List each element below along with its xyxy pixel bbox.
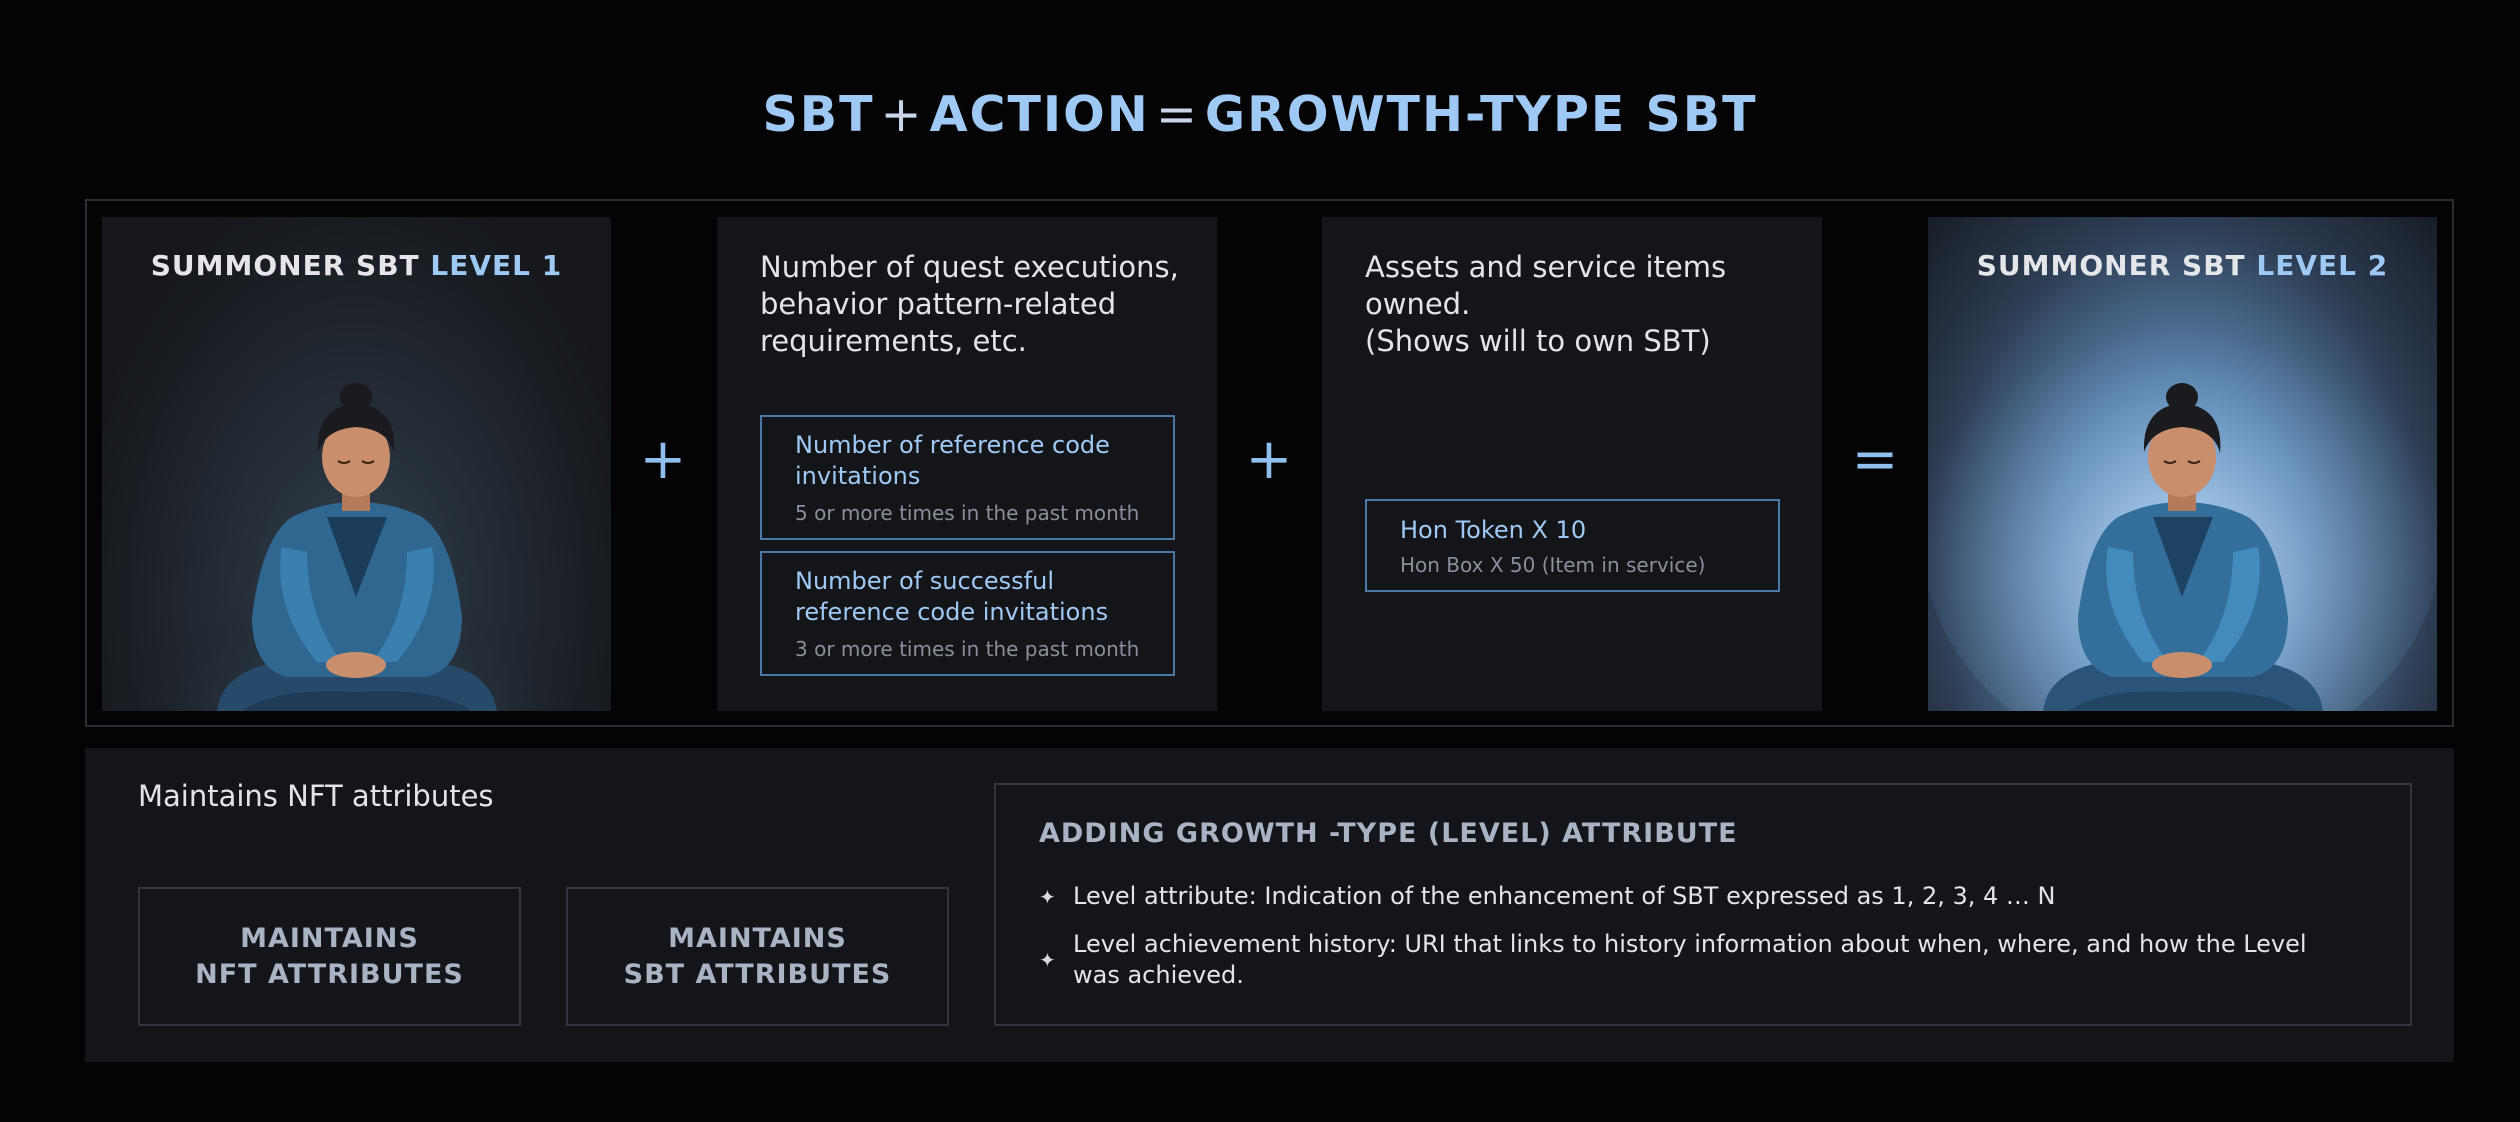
hon-token-title: Hon Token X 10: [1400, 516, 1587, 544]
successful-invitations-title: Number of successful reference code invi…: [795, 567, 1109, 626]
sbt-box-line2: SBT ATTRIBUTES: [623, 958, 892, 990]
maintains-sbt-attributes-box: MAINTAINS SBT ATTRIBUTES: [566, 887, 949, 1026]
sparkle-icon: ✦: [1039, 948, 1056, 972]
assets-description-line2: (Shows will to own SBT): [1365, 324, 1711, 358]
quest-description: Number of quest executions, behavior pat…: [760, 250, 1179, 358]
attributes-panel: Maintains NFT attributes MAINTAINS NFT A…: [85, 748, 2454, 1062]
nft-box-line1: MAINTAINS: [240, 922, 419, 954]
level1-title-level: LEVEL 1: [430, 249, 563, 282]
maintains-nft-attributes-label: Maintains NFT attributes: [138, 779, 494, 813]
growth-bullet-level: ✦ Level attribute: Indication of the enh…: [1039, 881, 2339, 912]
level2-title-prefix: SUMMONER SBT: [1976, 249, 2246, 282]
meditating-person-illustration-glow: [1928, 307, 2437, 711]
level2-title-level: LEVEL 2: [2256, 249, 2389, 282]
plus-sign-2: +: [1245, 427, 1293, 492]
level2-card-title: SUMMONER SBT LEVEL 2: [1928, 249, 2437, 282]
title-action: ACTION: [929, 86, 1150, 143]
growth-attribute-title: ADDING GROWTH -TYPE (LEVEL) ATTRIBUTE: [1039, 818, 1738, 849]
assets-description-line1: Assets and service items owned.: [1365, 250, 1727, 321]
successful-invitations-box: Number of successful reference code invi…: [760, 551, 1175, 676]
reference-code-invitations-box: Number of reference code invitations 5 o…: [760, 415, 1175, 540]
hon-box-sub: Hon Box X 50 (Item in service): [1400, 553, 1706, 577]
nft-box-line2: NFT ATTRIBUTES: [195, 958, 464, 990]
equation-frame: [85, 199, 2454, 727]
sbt-box-line1: MAINTAINS: [668, 922, 847, 954]
equals-sign: =: [1851, 427, 1899, 492]
growth-bullet-level-text: Level attribute: Indication of the enhan…: [1073, 882, 2056, 910]
summoner-sbt-level2-card: SUMMONER SBT LEVEL 2: [1928, 217, 2437, 711]
growth-bullet-history: ✦ Level achievement history: URI that li…: [1039, 929, 2339, 991]
page-title: SBT + ACTION = GROWTH-TYPE SBT: [0, 86, 2520, 143]
title-sbt: SBT: [762, 86, 875, 143]
title-growth-type-sbt: GROWTH-TYPE SBT: [1204, 86, 1758, 143]
assets-description: Assets and service items owned. (Shows w…: [1365, 249, 1805, 360]
plus-sign-1: +: [639, 427, 687, 492]
reference-code-invitations-title: Number of reference code invitations: [795, 431, 1110, 490]
sparkle-icon: ✦: [1039, 884, 1056, 909]
summoner-sbt-level1-card: SUMMONER SBT LEVEL 1: [102, 217, 611, 711]
growth-attribute-box: ADDING GROWTH -TYPE (LEVEL) ATTRIBUTE ✦ …: [994, 783, 2412, 1026]
reference-code-invitations-sub: 5 or more times in the past month: [795, 501, 1140, 525]
level1-card-title: SUMMONER SBT LEVEL 1: [102, 249, 611, 282]
level1-title-prefix: SUMMONER SBT: [150, 249, 420, 282]
successful-invitations-sub: 3 or more times in the past month: [795, 637, 1140, 661]
hon-token-box: Hon Token X 10 Hon Box X 50 (Item in ser…: [1365, 499, 1780, 592]
title-equals: =: [1155, 86, 1199, 143]
title-plus: +: [880, 86, 924, 143]
meditating-person-illustration: [126, 383, 586, 711]
growth-bullet-history-text: Level achievement history: URI that link…: [1073, 930, 2307, 989]
assets-card: Assets and service items owned. (Shows w…: [1322, 217, 1822, 711]
maintains-nft-attributes-box: MAINTAINS NFT ATTRIBUTES: [138, 887, 521, 1026]
quest-requirements-card: Number of quest executions, behavior pat…: [717, 217, 1217, 711]
